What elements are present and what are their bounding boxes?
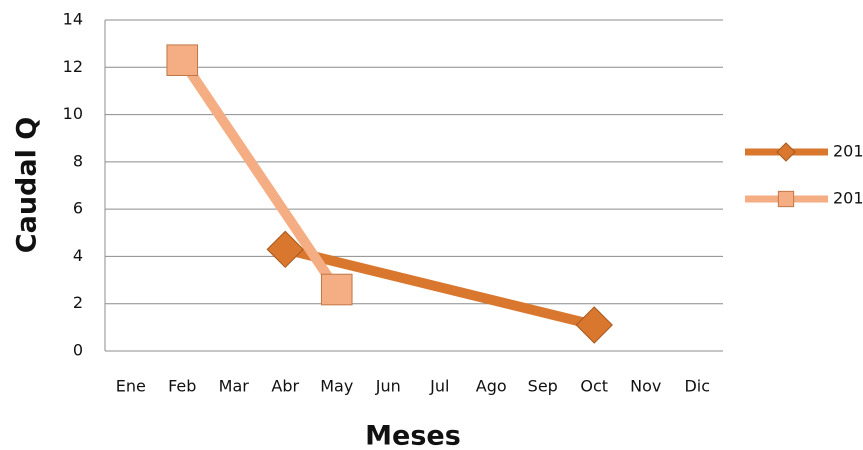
y-tick-label: 14 (63, 10, 83, 29)
y-axis-title: Caudal Q (12, 117, 43, 253)
x-tick-label: Mar (219, 377, 250, 396)
x-tick-label: Dic (684, 377, 710, 396)
y-tick-label: 0 (73, 341, 83, 360)
legend-label: 2013 (833, 189, 863, 208)
series-line (178, 57, 341, 293)
x-tick-label: Nov (630, 377, 661, 396)
legend-marker (776, 142, 796, 162)
x-tick-label: Jul (429, 377, 449, 396)
y-tick-label: 10 (63, 104, 83, 123)
x-tick-label: Jun (375, 377, 401, 396)
x-tick-label: Sep (528, 377, 558, 396)
y-tick-label: 12 (63, 57, 83, 76)
x-tick-label: Oct (580, 377, 608, 396)
data-point (320, 273, 353, 306)
series-line (284, 244, 596, 330)
x-axis-title: Meses (365, 421, 461, 450)
x-tick-label: Ago (476, 377, 507, 396)
x-tick-label: Feb (168, 377, 196, 396)
data-point (575, 306, 613, 344)
y-tick-label: 8 (73, 151, 83, 170)
y-tick-label: 4 (73, 246, 83, 265)
legend-marker (777, 190, 795, 208)
y-tick-label: 2 (73, 293, 83, 312)
x-tick-label: May (320, 377, 353, 396)
y-tick-label: 6 (73, 199, 83, 218)
x-tick-label: Ene (116, 377, 146, 396)
x-tick-label: Abr (271, 377, 299, 396)
data-point (166, 44, 199, 76)
data-point (266, 230, 304, 269)
